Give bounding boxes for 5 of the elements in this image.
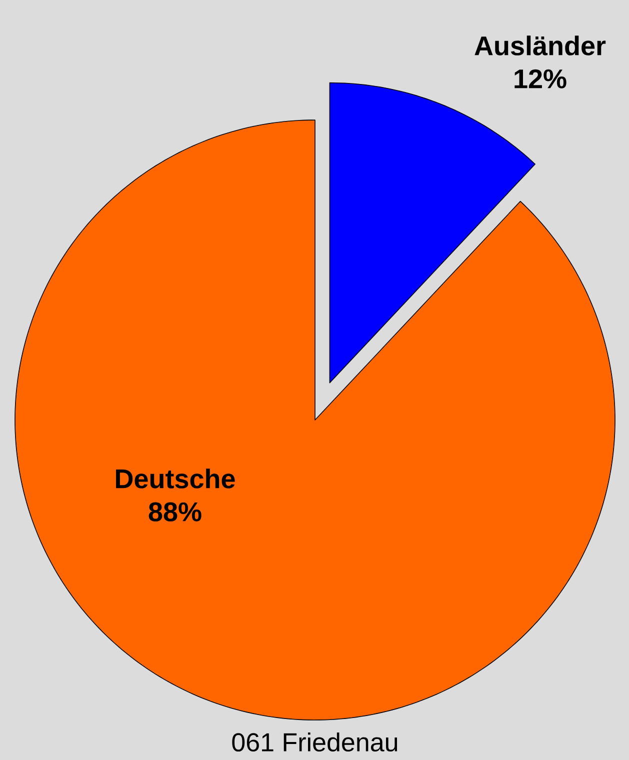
data-label: 12% [514, 69, 566, 88]
text: 061 Friedenau [232, 732, 398, 752]
data-label: 88% [148, 502, 202, 522]
slice-label: Ausländer [474, 36, 606, 56]
slice-label: Deutsche [116, 468, 235, 488]
